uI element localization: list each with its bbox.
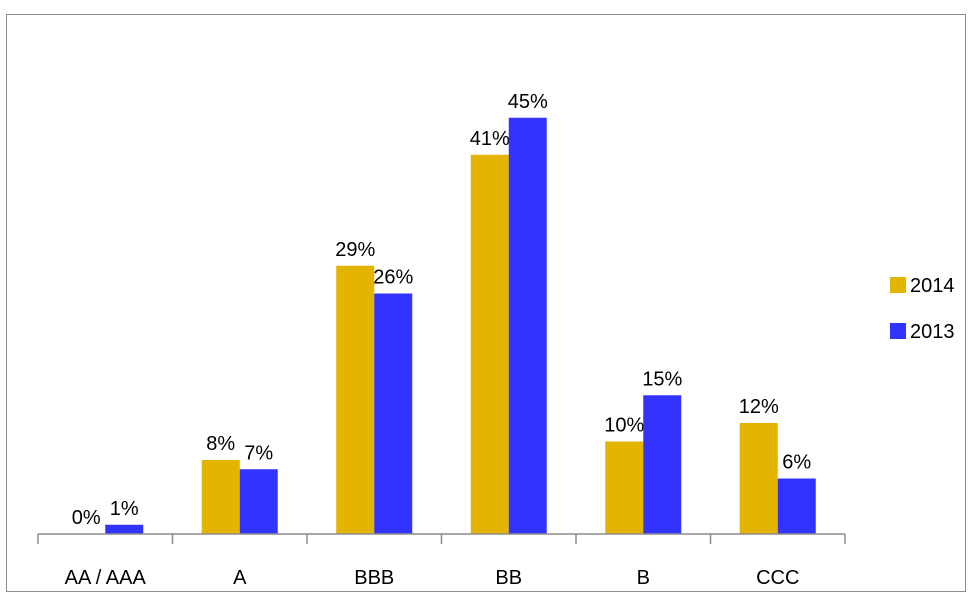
data-label-b-2013: 15% <box>642 368 682 390</box>
data-label-ccc-2014: 12% <box>739 396 779 418</box>
x-tick-label-b: B <box>637 567 650 589</box>
data-label-aa-aaa-2014: 0% <box>72 507 101 529</box>
x-tick-label-bbb: BBB <box>354 567 394 589</box>
legend: 2014 2013 <box>890 275 955 343</box>
x-tick-label-bb: BB <box>495 567 522 589</box>
legend-label-2014: 2014 <box>910 275 955 297</box>
legend-swatch-2014 <box>890 277 906 293</box>
data-label-aa-aaa-2013: 1% <box>110 498 139 520</box>
data-label-bb-2013: 45% <box>508 91 548 113</box>
data-label-a-2014: 8% <box>206 433 235 455</box>
data-label-bbb-2013: 26% <box>373 267 413 289</box>
bar-bb-2013 <box>508 117 547 534</box>
bar-ccc-2014 <box>739 423 778 534</box>
bar-b-2014 <box>605 441 644 534</box>
bar-a-2014 <box>201 460 240 534</box>
x-axis: AA / AAA A BBB BB B CCC <box>37 533 846 589</box>
legend-label-2013: 2013 <box>910 321 955 343</box>
data-label-bbb-2014: 29% <box>335 239 375 261</box>
bar-ccc-2013 <box>777 478 816 534</box>
legend-swatch-2013 <box>890 323 906 339</box>
bar-aa-aaa-2013 <box>105 524 144 534</box>
x-tick-label-aa-aaa: AA / AAA <box>65 567 147 589</box>
data-label-ccc-2013: 6% <box>782 452 811 474</box>
bar-bbb-2014 <box>336 265 375 534</box>
bar-bb-2014 <box>470 154 509 534</box>
x-tick-label-a: A <box>233 567 247 589</box>
data-label-bb-2014: 41% <box>470 128 510 150</box>
bar-bbb-2013 <box>374 293 413 534</box>
data-label-b-2014: 10% <box>604 415 644 437</box>
bar-b-2013 <box>643 395 682 534</box>
data-label-a-2013: 7% <box>244 442 273 464</box>
bar-a-2013 <box>239 469 278 534</box>
x-tick-label-ccc: CCC <box>756 567 799 589</box>
plot-area: 0% 1% 8% 7% 29% 26% 41% 45% 10% 15% 12% 6% <box>72 91 816 534</box>
